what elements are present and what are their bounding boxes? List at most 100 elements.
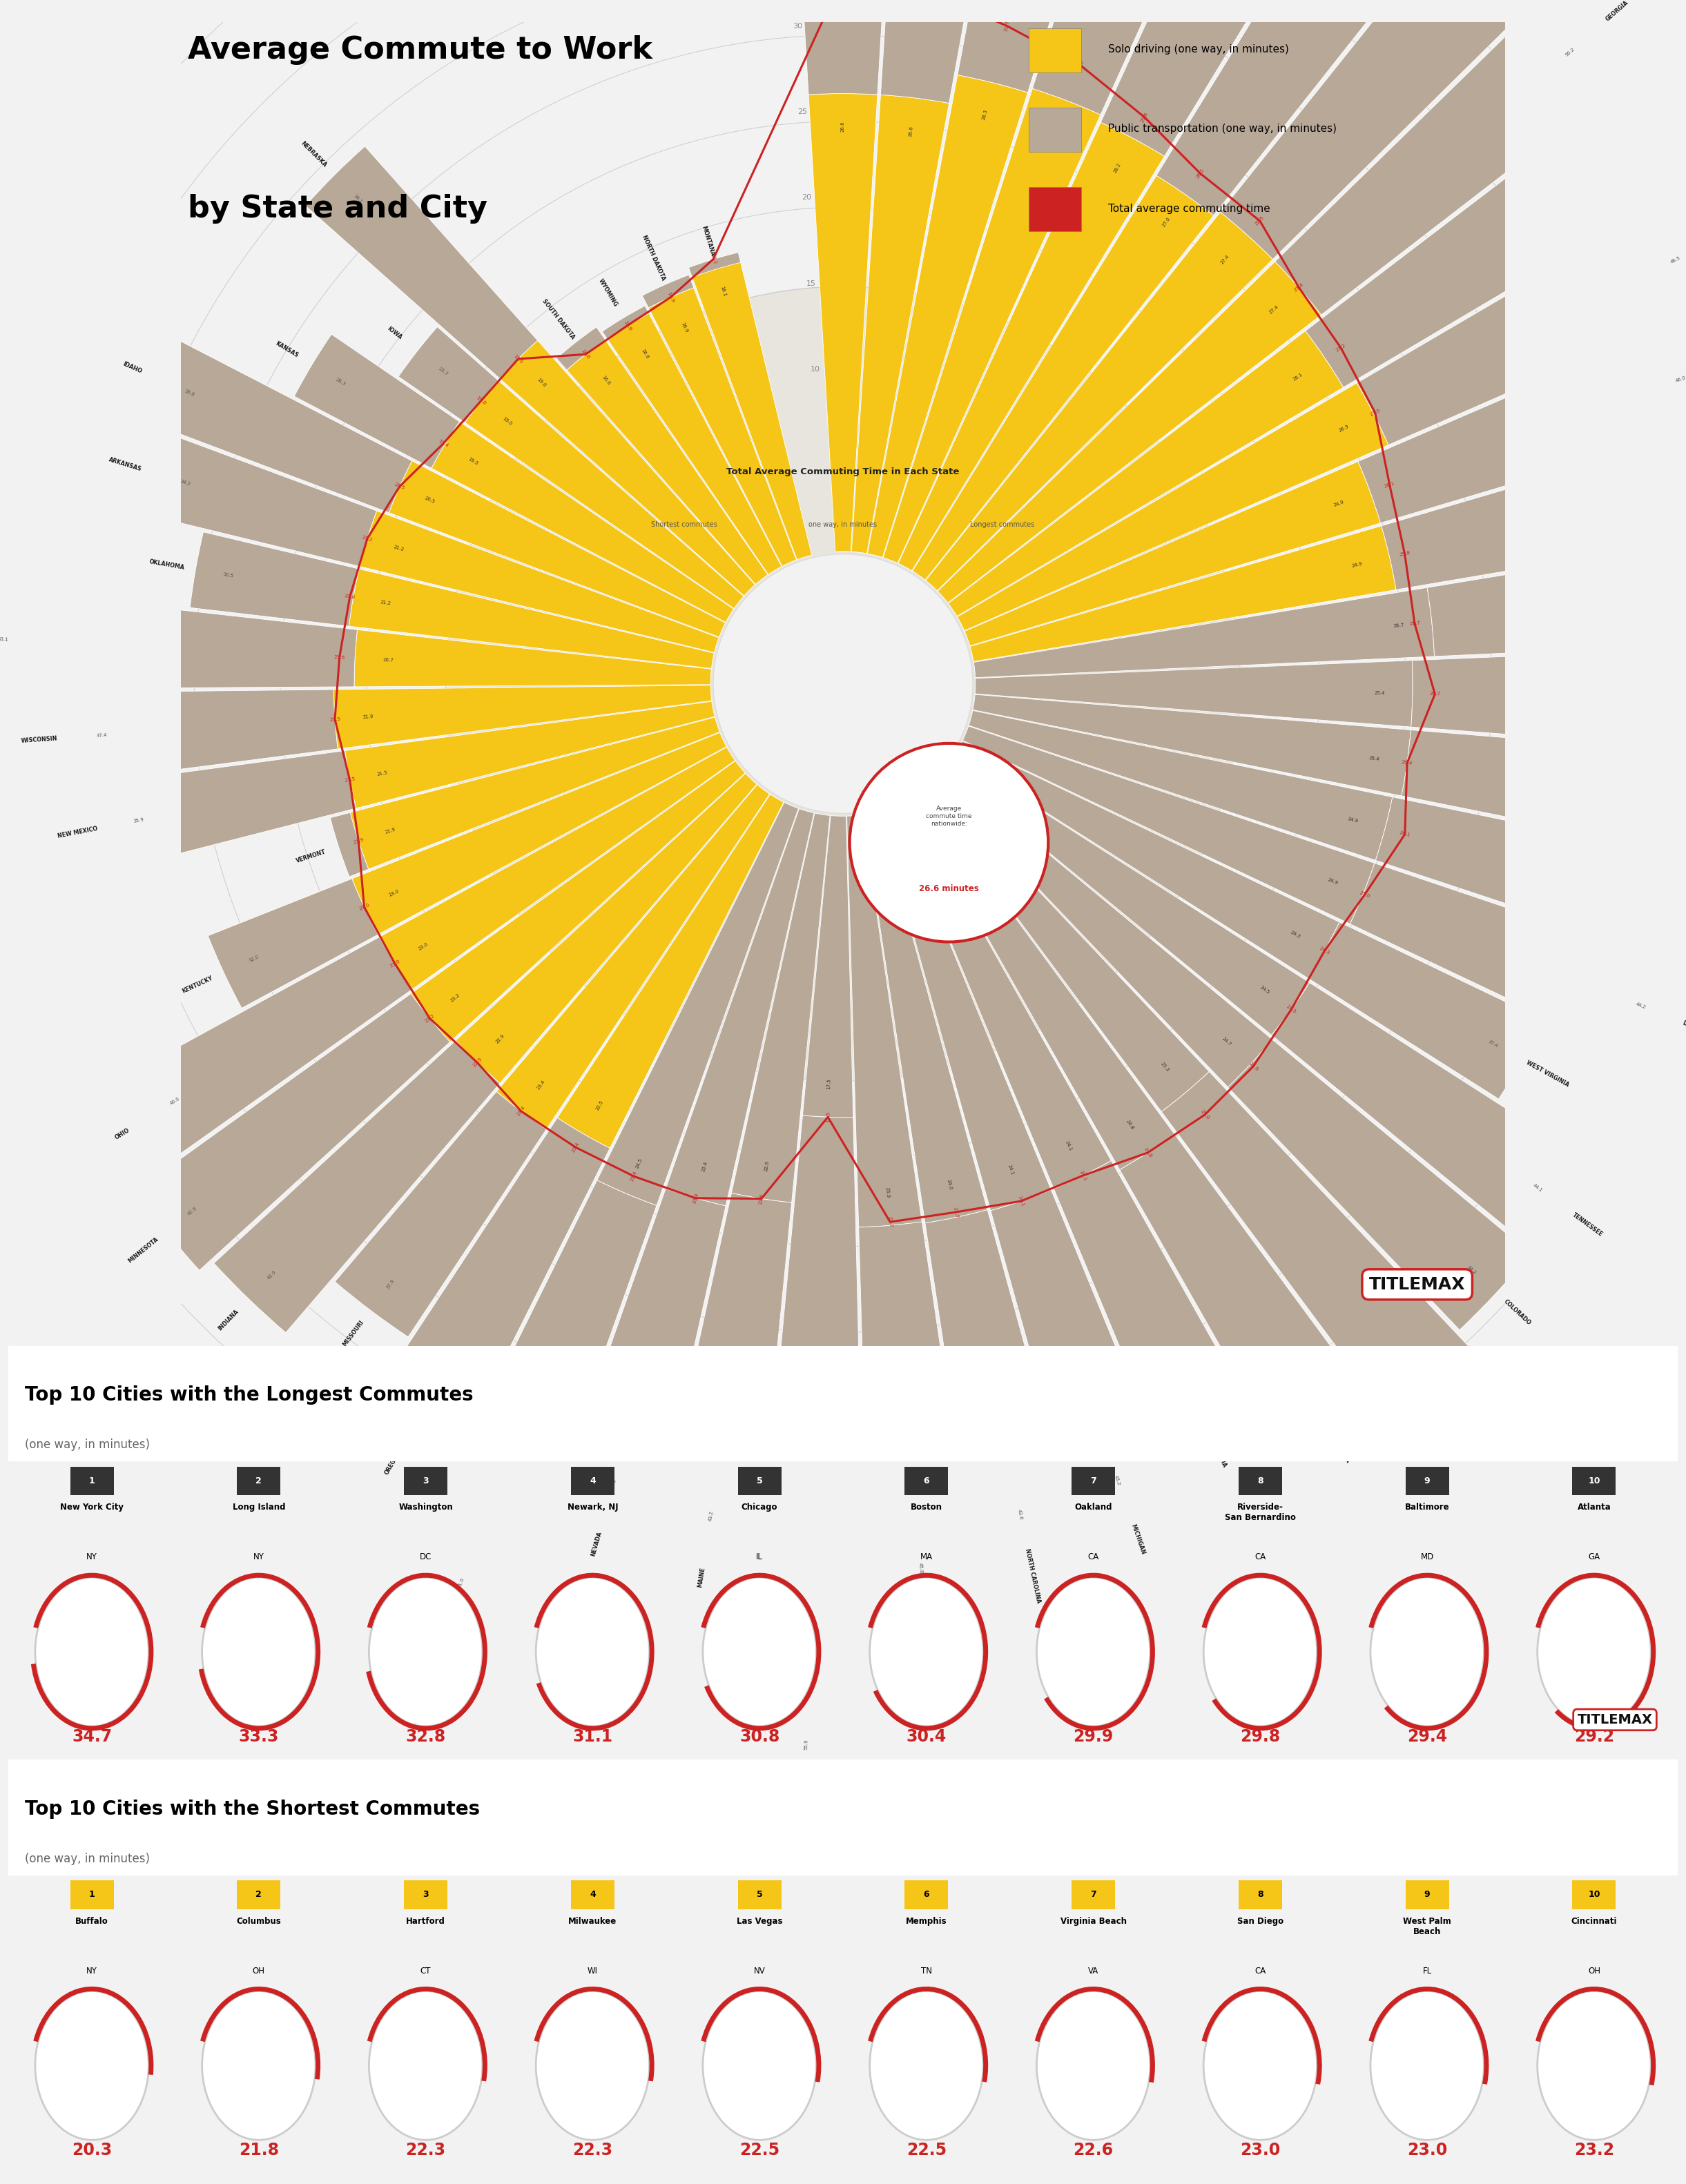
- Text: 21.6: 21.6: [334, 655, 346, 660]
- Text: MINNESOTA: MINNESOTA: [126, 1236, 160, 1265]
- Text: CA: CA: [1254, 1553, 1266, 1562]
- Ellipse shape: [870, 1992, 983, 2140]
- Text: 30.4: 30.4: [907, 1728, 946, 1745]
- Text: 27.4: 27.4: [1221, 253, 1231, 264]
- FancyBboxPatch shape: [738, 1468, 781, 1496]
- Text: ALASKA: ALASKA: [801, 1793, 808, 1819]
- Text: 9: 9: [1425, 1889, 1430, 1900]
- Wedge shape: [556, 1188, 725, 1529]
- Text: 24.0: 24.0: [946, 1179, 953, 1190]
- Text: NEVADA: NEVADA: [590, 1531, 604, 1557]
- Wedge shape: [379, 747, 735, 989]
- Text: by State and City: by State and City: [187, 194, 487, 223]
- Wedge shape: [958, 0, 1128, 92]
- Bar: [1028, 107, 1081, 151]
- Wedge shape: [973, 695, 1411, 795]
- Text: NY: NY: [86, 1553, 98, 1562]
- Text: KENTUCKY: KENTUCKY: [180, 974, 214, 994]
- Text: 48.5: 48.5: [1669, 256, 1681, 264]
- Text: 24.9: 24.9: [1334, 500, 1345, 507]
- Text: TN: TN: [921, 1966, 932, 1974]
- Text: 23.4: 23.4: [631, 1171, 637, 1182]
- Wedge shape: [191, 533, 359, 627]
- Text: 16.6: 16.6: [580, 349, 590, 360]
- Wedge shape: [922, 780, 1209, 1112]
- Wedge shape: [688, 253, 811, 559]
- FancyBboxPatch shape: [71, 1880, 113, 1909]
- Text: Cincinnati: Cincinnati: [1571, 1918, 1617, 1926]
- FancyBboxPatch shape: [1239, 1468, 1281, 1496]
- Text: 23.4: 23.4: [536, 1079, 546, 1090]
- Wedge shape: [354, 629, 711, 686]
- Wedge shape: [948, 332, 1344, 616]
- Text: MD: MD: [1421, 1553, 1433, 1562]
- Text: 27.4: 27.4: [1293, 282, 1305, 293]
- Text: 21.5: 21.5: [376, 771, 388, 775]
- Text: 34.7: 34.7: [72, 1728, 111, 1745]
- Text: 8: 8: [1258, 1889, 1263, 1900]
- Wedge shape: [883, 90, 1101, 563]
- FancyBboxPatch shape: [1072, 1468, 1114, 1496]
- Text: MICHIGAN: MICHIGAN: [1130, 1524, 1146, 1555]
- Text: 25.4: 25.4: [1374, 690, 1384, 695]
- Wedge shape: [1227, 1040, 1531, 1330]
- Text: 30.5: 30.5: [223, 572, 234, 579]
- Wedge shape: [214, 1040, 501, 1332]
- Text: Washington: Washington: [398, 1503, 454, 1511]
- Text: 51.0: 51.0: [457, 1577, 465, 1590]
- Text: 17.5: 17.5: [826, 1079, 831, 1090]
- Wedge shape: [926, 1210, 1077, 1557]
- Wedge shape: [937, 262, 1322, 603]
- Circle shape: [850, 743, 1049, 941]
- Wedge shape: [809, 94, 877, 553]
- Ellipse shape: [536, 1992, 649, 2140]
- Ellipse shape: [1204, 1577, 1317, 1725]
- FancyBboxPatch shape: [405, 1880, 447, 1909]
- Text: 10: 10: [1588, 1476, 1600, 1485]
- Text: 19.0: 19.0: [536, 378, 546, 387]
- Text: 22.5: 22.5: [740, 2143, 779, 2158]
- Text: 28.6: 28.6: [1050, 127, 1059, 138]
- Wedge shape: [1401, 729, 1686, 860]
- Wedge shape: [1381, 411, 1686, 590]
- Text: 34.1: 34.1: [352, 194, 362, 203]
- Text: 23.7: 23.7: [953, 1206, 959, 1219]
- Text: 26.7: 26.7: [1393, 622, 1404, 629]
- Text: 21.9: 21.9: [329, 716, 341, 721]
- Text: 22.3: 22.3: [406, 2143, 445, 2158]
- Text: San Diego: San Diego: [1238, 1918, 1283, 1926]
- Text: 35.9: 35.9: [133, 817, 145, 823]
- Text: 4: 4: [590, 1889, 595, 1900]
- Wedge shape: [334, 686, 711, 749]
- Ellipse shape: [870, 1577, 983, 1725]
- Text: 26.1: 26.1: [1291, 371, 1303, 382]
- Wedge shape: [1411, 644, 1686, 756]
- Text: Virginia Beach: Virginia Beach: [1060, 1918, 1126, 1926]
- Text: Memphis: Memphis: [905, 1918, 948, 1926]
- Text: 23.7: 23.7: [438, 367, 448, 376]
- Text: 33.3: 33.3: [239, 1728, 278, 1745]
- Text: 2: 2: [256, 1889, 261, 1900]
- Text: Top 10 Cities with the Shortest Commutes: Top 10 Cities with the Shortest Commutes: [25, 1800, 481, 1819]
- Text: 23.4: 23.4: [516, 1105, 526, 1116]
- Text: GA: GA: [1588, 1553, 1600, 1562]
- Text: 23.0: 23.0: [389, 959, 401, 968]
- Text: 20.5: 20.5: [395, 483, 406, 491]
- Text: Milwaukee: Milwaukee: [568, 1918, 617, 1926]
- Wedge shape: [1120, 1133, 1359, 1441]
- FancyBboxPatch shape: [1573, 1880, 1615, 1909]
- Text: 28.5: 28.5: [1254, 216, 1264, 227]
- Text: 24.5: 24.5: [636, 1158, 644, 1168]
- Ellipse shape: [202, 1577, 315, 1725]
- Text: 24.8: 24.8: [1143, 1147, 1153, 1158]
- Text: 23.4: 23.4: [572, 1142, 580, 1153]
- Text: 3: 3: [423, 1476, 428, 1485]
- Text: Newark, NJ: Newark, NJ: [566, 1503, 619, 1511]
- Text: TENNESSEE: TENNESSEE: [1571, 1212, 1603, 1238]
- Text: COLORADO: COLORADO: [1502, 1299, 1533, 1326]
- Wedge shape: [496, 784, 769, 1129]
- Text: 21.4: 21.4: [344, 594, 356, 601]
- Text: 37.4: 37.4: [96, 734, 108, 738]
- Text: 5: 5: [757, 1476, 762, 1485]
- Wedge shape: [566, 341, 767, 585]
